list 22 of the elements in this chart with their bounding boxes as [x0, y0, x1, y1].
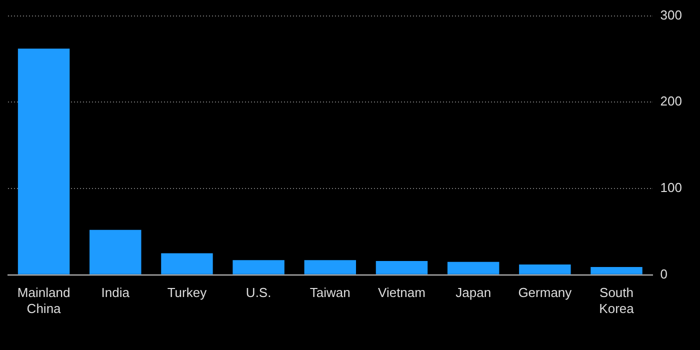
bar — [447, 262, 500, 274]
bar — [18, 48, 70, 274]
x-tick-label: Vietnam — [378, 285, 426, 300]
x-tick-label: Germany — [518, 285, 572, 300]
y-tick-label: 100 — [660, 180, 682, 196]
bar — [161, 253, 213, 274]
x-tick-label: U.S. — [246, 285, 272, 300]
bar — [519, 264, 571, 274]
y-tick-label: 0 — [660, 266, 668, 282]
y-tick-label: 300 — [660, 7, 682, 22]
x-tick-label: Taiwan — [310, 285, 350, 300]
x-tick-label: Japan — [456, 285, 492, 300]
x-tick-label: South Korea — [599, 285, 635, 316]
bar — [304, 260, 356, 274]
x-tick-label: Turkey — [167, 285, 208, 300]
bar — [590, 267, 642, 274]
x-tick-label: India — [101, 285, 130, 300]
bar — [232, 260, 284, 274]
bar — [376, 260, 428, 274]
y-tick-label: 200 — [660, 94, 682, 109]
x-tick-label: Mainland China — [17, 285, 70, 316]
bar — [90, 230, 142, 274]
